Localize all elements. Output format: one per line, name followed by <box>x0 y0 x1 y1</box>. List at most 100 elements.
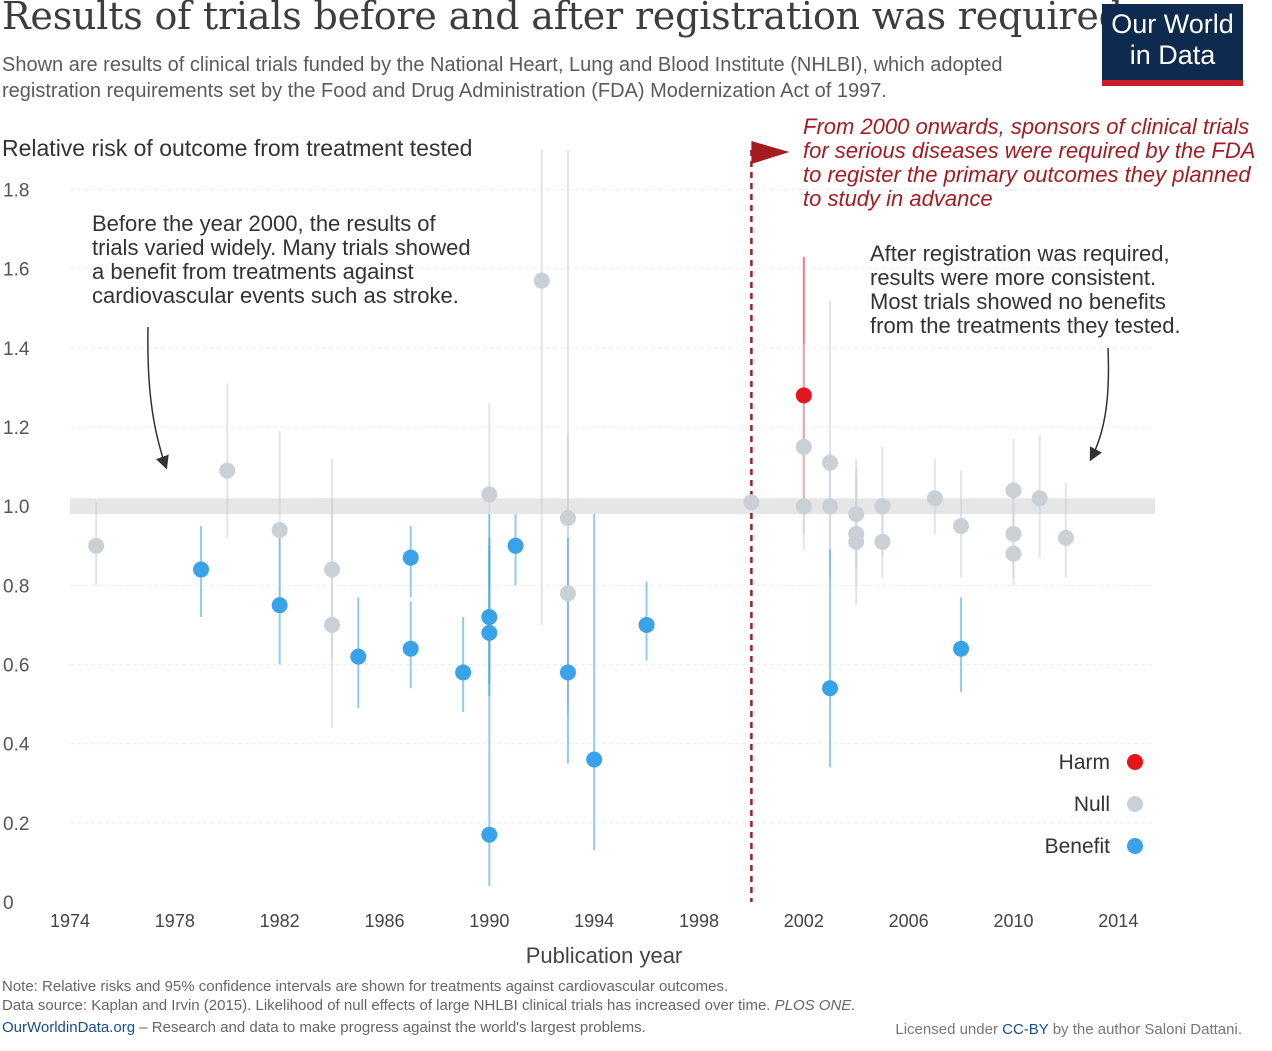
trial-point-null <box>822 454 839 471</box>
y-axis-label: Relative risk of outcome from treatment … <box>2 135 472 161</box>
trial-point-null <box>874 533 891 550</box>
trial-point-null <box>559 585 576 602</box>
logo-line-1: Our World <box>1111 9 1234 39</box>
annotation-arrow-after <box>1089 347 1110 462</box>
trial-point-null <box>324 561 341 578</box>
annotation-after-line: results were more consistent. <box>870 265 1156 290</box>
trial-point-benefit <box>507 537 524 554</box>
trial-point-benefit <box>481 624 498 641</box>
owid-site-link[interactable]: OurWorldinData.org <box>2 1019 136 1036</box>
trial-point-benefit <box>559 664 576 681</box>
trial-point-benefit <box>350 648 367 665</box>
trial-point-null <box>848 533 865 550</box>
annotation-before-line: Before the year 2000, the results of <box>92 211 437 236</box>
annotation-registration-line: for serious diseases were required by th… <box>803 138 1255 163</box>
x-tick-label: 1998 <box>679 911 719 931</box>
trial-point-null <box>559 510 576 527</box>
x-tick-label: 1982 <box>260 911 300 931</box>
trial-point-null <box>874 498 891 515</box>
trial-point-null <box>1005 482 1022 499</box>
legend-swatch-benefit <box>1127 838 1143 854</box>
trial-point-null <box>271 521 288 538</box>
trial-point-null <box>926 490 943 507</box>
chart-subtitle: Shown are results of clinical trials fun… <box>2 54 1003 102</box>
chart-title: Results of trials before and after regis… <box>2 0 1123 38</box>
trial-point-null <box>1005 525 1022 542</box>
trial-point-benefit <box>402 549 419 566</box>
trial-point-benefit <box>638 616 655 633</box>
x-tick-label: 1986 <box>364 911 404 931</box>
trial-point-benefit <box>402 640 419 657</box>
footer-license: Licensed under CC-BY by the author Salon… <box>895 1021 1242 1038</box>
annotation-after-line: After registration was required, <box>870 241 1170 266</box>
y-tick-label: 1.6 <box>3 260 29 281</box>
annotation-after-line: Most trials showed no benefits <box>870 289 1166 314</box>
footer-tagline: – Research and data to make progress aga… <box>135 1019 646 1036</box>
x-tick-label: 1974 <box>50 911 90 931</box>
legend-swatch-null <box>1127 796 1143 812</box>
y-tick-label: 0 <box>3 893 14 914</box>
y-tick-label: 0.6 <box>3 656 29 677</box>
logo-line-2: in Data <box>1129 40 1216 70</box>
trial-point-harm <box>795 387 812 404</box>
owid-logo[interactable]: Our World in Data <box>1102 4 1243 86</box>
trial-point-benefit <box>953 640 970 657</box>
trial-point-null <box>481 486 498 503</box>
cc-by-link[interactable]: CC-BY <box>1002 1021 1049 1038</box>
y-tick-label: 0.4 <box>3 735 30 756</box>
legend-label-harm: Harm <box>1059 751 1110 774</box>
trial-point-benefit <box>481 609 498 626</box>
annotation-after-line: from the treatments they tested. <box>870 313 1181 338</box>
annotation-before-line: trials varied widely. Many trials showed <box>92 235 471 260</box>
x-tick-label: 2006 <box>889 911 929 931</box>
legend-swatch-harm <box>1127 754 1143 770</box>
trial-point-null <box>324 616 341 633</box>
trial-point-null <box>848 506 865 523</box>
annotation-before: Before the year 2000, the results of tria… <box>92 211 471 308</box>
trial-point-benefit <box>481 826 498 843</box>
footer-site: OurWorldinData.org – Research and data t… <box>2 1019 646 1036</box>
annotation-registration: From 2000 onwards, sponsors of clinical … <box>803 114 1255 211</box>
annotation-before-line: a benefit from treatments against <box>92 259 414 284</box>
trial-point-null <box>795 498 812 515</box>
x-tick-label: 2014 <box>1098 911 1138 931</box>
x-tick-label: 1978 <box>155 911 195 931</box>
trial-point-benefit <box>271 597 288 614</box>
footer-source: Data source: Kaplan and Irvin (2015). Li… <box>2 997 855 1014</box>
legend-label-null: Null <box>1074 793 1110 816</box>
y-tick-label: 1.8 <box>3 181 29 202</box>
trial-point-null <box>743 494 760 511</box>
x-tick-label: 2002 <box>784 911 824 931</box>
legend-label-benefit: Benefit <box>1045 835 1111 858</box>
trial-point-null <box>533 272 550 289</box>
registration-flag-icon <box>751 141 790 164</box>
y-tick-label: 0.2 <box>3 814 29 835</box>
annotation-registration-line: to register the primary outcomes they pl… <box>803 162 1251 187</box>
footer-source-text: Data source: Kaplan and Irvin (2015). Li… <box>2 997 771 1014</box>
trial-point-null <box>1031 490 1048 507</box>
trial-point-benefit <box>455 664 472 681</box>
annotation-arrow-before <box>147 326 169 470</box>
trial-point-null <box>795 438 812 455</box>
trial-point-benefit <box>586 751 603 768</box>
license-pre: Licensed under <box>895 1021 1003 1038</box>
null-reference-band <box>70 498 1155 515</box>
y-tick-label: 0.8 <box>3 576 29 597</box>
footer-note: Note: Relative risks and 95% confidence … <box>2 978 729 995</box>
trial-point-null <box>88 537 105 554</box>
x-tick-label: 1990 <box>469 911 509 931</box>
footer-source-journal: PLOS ONE. <box>774 997 856 1014</box>
trial-point-null <box>822 498 839 515</box>
annotation-before-line: cardiovascular events such as stroke. <box>92 283 459 308</box>
y-tick-label: 1.2 <box>3 418 29 439</box>
y-tick-label: 1.0 <box>3 497 29 518</box>
trial-point-benefit <box>193 561 210 578</box>
trial-point-null <box>1005 545 1022 562</box>
x-tick-label: 1994 <box>574 911 614 931</box>
y-tick-label: 1.4 <box>3 339 30 360</box>
license-post: by the author Saloni Dattani. <box>1048 1021 1242 1038</box>
annotation-registration-line: to study in advance <box>803 186 993 211</box>
x-tick-label: 2010 <box>993 911 1033 931</box>
trial-point-null <box>219 462 236 479</box>
